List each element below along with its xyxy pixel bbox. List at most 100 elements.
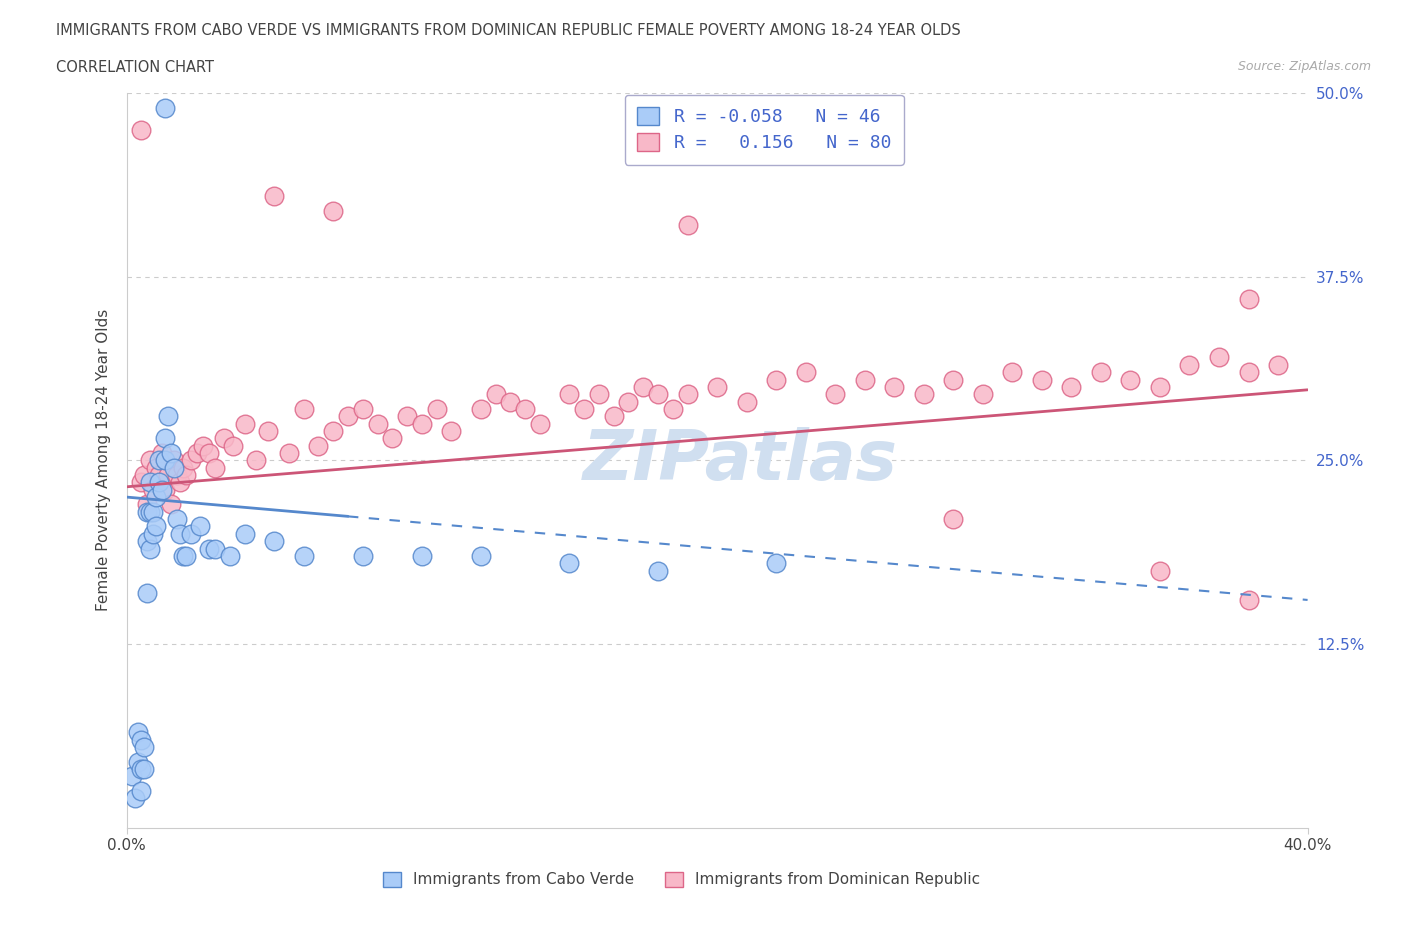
Point bbox=[484, 387, 508, 402]
Point bbox=[180, 453, 202, 468]
Point bbox=[647, 564, 669, 578]
Point bbox=[127, 724, 149, 739]
Point bbox=[1001, 365, 1024, 379]
Point bbox=[166, 512, 188, 526]
Point bbox=[558, 556, 581, 571]
Point bbox=[136, 534, 159, 549]
Point bbox=[942, 372, 965, 387]
Point bbox=[134, 762, 156, 777]
Point bbox=[124, 790, 146, 805]
Point bbox=[617, 394, 640, 409]
Point bbox=[396, 409, 419, 424]
Point bbox=[1031, 372, 1053, 387]
Point bbox=[529, 417, 551, 432]
Point bbox=[148, 453, 170, 468]
Point bbox=[470, 549, 492, 564]
Point bbox=[145, 490, 167, 505]
Point bbox=[145, 519, 167, 534]
Point bbox=[631, 379, 654, 394]
Point bbox=[1237, 365, 1260, 379]
Point bbox=[129, 783, 153, 798]
Text: IMMIGRANTS FROM CABO VERDE VS IMMIGRANTS FROM DOMINICAN REPUBLIC FEMALE POVERTY : IMMIGRANTS FROM CABO VERDE VS IMMIGRANTS… bbox=[56, 23, 960, 38]
Point bbox=[169, 475, 191, 490]
Point bbox=[352, 549, 374, 564]
Point bbox=[1060, 379, 1083, 394]
Point bbox=[153, 100, 176, 115]
Point bbox=[381, 431, 404, 445]
Point bbox=[765, 372, 787, 387]
Point bbox=[188, 519, 211, 534]
Point bbox=[574, 402, 596, 417]
Point bbox=[307, 438, 329, 453]
Point bbox=[912, 387, 935, 402]
Point bbox=[136, 497, 159, 512]
Point bbox=[153, 431, 176, 445]
Text: CORRELATION CHART: CORRELATION CHART bbox=[56, 60, 214, 75]
Point bbox=[233, 417, 256, 432]
Point bbox=[166, 468, 188, 483]
Point bbox=[136, 504, 159, 519]
Point bbox=[142, 504, 165, 519]
Point bbox=[169, 526, 191, 541]
Point bbox=[121, 769, 143, 784]
Point bbox=[204, 541, 226, 556]
Point bbox=[499, 394, 522, 409]
Point bbox=[1149, 564, 1171, 578]
Point bbox=[1237, 291, 1260, 306]
Point bbox=[322, 423, 344, 438]
Point bbox=[172, 549, 194, 564]
Point bbox=[470, 402, 492, 417]
Point bbox=[129, 732, 153, 747]
Point bbox=[1178, 357, 1201, 372]
Point bbox=[163, 453, 186, 468]
Point bbox=[676, 218, 699, 232]
Point bbox=[148, 475, 170, 490]
Point bbox=[172, 460, 194, 475]
Point bbox=[853, 372, 876, 387]
Point bbox=[1090, 365, 1112, 379]
Point bbox=[558, 387, 581, 402]
Point bbox=[661, 402, 683, 417]
Point bbox=[1119, 372, 1142, 387]
Point bbox=[153, 483, 176, 498]
Point bbox=[292, 549, 315, 564]
Point bbox=[129, 762, 153, 777]
Point bbox=[706, 379, 728, 394]
Point bbox=[440, 423, 463, 438]
Point bbox=[765, 556, 787, 571]
Point bbox=[222, 438, 245, 453]
Point bbox=[204, 460, 226, 475]
Point bbox=[159, 445, 183, 460]
Point bbox=[794, 365, 817, 379]
Point bbox=[129, 123, 153, 138]
Point bbox=[139, 541, 162, 556]
Point bbox=[219, 549, 242, 564]
Point bbox=[647, 387, 669, 402]
Point bbox=[1208, 350, 1230, 365]
Point bbox=[159, 497, 183, 512]
Point bbox=[515, 402, 537, 417]
Point bbox=[193, 438, 215, 453]
Point bbox=[337, 409, 360, 424]
Point bbox=[186, 445, 208, 460]
Point bbox=[180, 526, 202, 541]
Point bbox=[322, 203, 344, 218]
Text: ZIPatlas: ZIPatlas bbox=[583, 427, 898, 494]
Point bbox=[735, 394, 758, 409]
Point bbox=[156, 468, 179, 483]
Point bbox=[263, 534, 285, 549]
Point bbox=[292, 402, 315, 417]
Point bbox=[139, 504, 162, 519]
Point bbox=[153, 453, 176, 468]
Point bbox=[174, 549, 197, 564]
Legend: Immigrants from Cabo Verde, Immigrants from Dominican Republic: Immigrants from Cabo Verde, Immigrants f… bbox=[377, 866, 987, 894]
Point bbox=[134, 468, 156, 483]
Point bbox=[145, 460, 167, 475]
Y-axis label: Female Poverty Among 18-24 Year Olds: Female Poverty Among 18-24 Year Olds bbox=[96, 309, 111, 612]
Point bbox=[366, 417, 388, 432]
Point bbox=[245, 453, 267, 468]
Point bbox=[198, 445, 221, 460]
Point bbox=[136, 585, 159, 600]
Point bbox=[127, 754, 149, 769]
Point bbox=[824, 387, 846, 402]
